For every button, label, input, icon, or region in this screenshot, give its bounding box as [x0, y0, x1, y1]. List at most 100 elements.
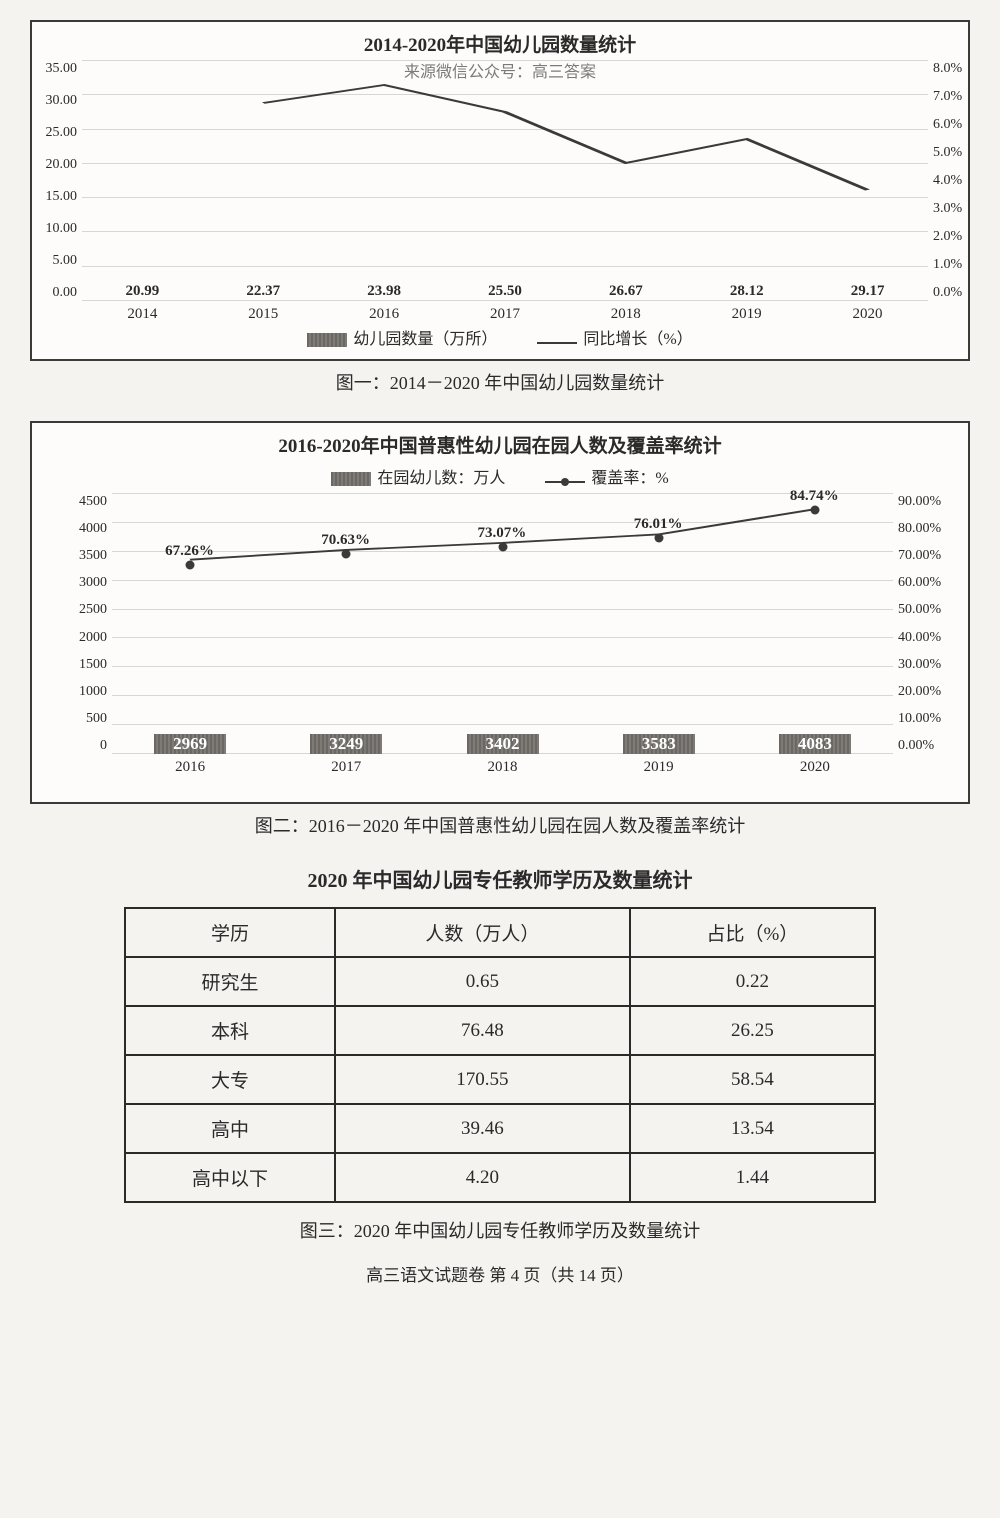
- table-cell: 研究生: [125, 957, 335, 1006]
- bar-slot: 4083: [737, 734, 893, 754]
- chart2-title: 2016-2020年中国普惠性幼儿园在园人数及覆盖率统计: [32, 423, 968, 462]
- y-right-tick: 7.0%: [933, 89, 988, 105]
- chart1-y-axis-left: 0.005.0010.0015.0020.0025.0030.0035.00: [37, 61, 77, 301]
- x-label: 2020: [800, 759, 830, 776]
- y-left-tick: 15.00: [37, 189, 77, 205]
- y-left-tick: 10.00: [37, 221, 77, 237]
- bar-value-label: 28.12: [730, 283, 764, 300]
- table-cell: 26.25: [630, 1006, 875, 1055]
- line-marker: [810, 506, 819, 515]
- x-label: 2017: [490, 306, 520, 323]
- y-left-tick: 25.00: [37, 125, 77, 141]
- y-right-tick: 5.0%: [933, 145, 988, 161]
- x-label: 2017: [331, 759, 361, 776]
- line-value-label: 73.07%: [478, 525, 527, 542]
- line-value-label: 84.74%: [790, 488, 839, 505]
- chart1-bars: 20.9922.3723.9825.5026.6728.1229.17: [82, 61, 928, 301]
- bar-slot: 3249: [268, 734, 424, 754]
- table-header-cell: 占比（%）: [630, 908, 875, 957]
- y-right-tick: 3.0%: [933, 201, 988, 217]
- chart1-y-axis-right: 0.0%1.0%2.0%3.0%4.0%5.0%6.0%7.0%8.0%: [933, 61, 988, 301]
- y-right-tick: 70.00%: [898, 548, 953, 564]
- y-left-tick: 1500: [67, 657, 107, 673]
- y-right-tick: 50.00%: [898, 602, 953, 618]
- table3-heading: 2020 年中国幼儿园专任教师学历及数量统计: [30, 864, 970, 893]
- line-value-label: 67.26%: [165, 543, 214, 560]
- chart2-y-axis-left: 050010001500200025003000350040004500: [67, 494, 107, 754]
- bar: 4083: [779, 734, 851, 754]
- line-value-label: 70.63%: [321, 532, 370, 549]
- y-left-tick: 35.00: [37, 61, 77, 77]
- table-cell: 76.48: [335, 1006, 630, 1055]
- y-right-tick: 8.0%: [933, 61, 988, 77]
- y-right-tick: 20.00%: [898, 684, 953, 700]
- chart2-x-labels: 2016 2017 2018 2019 2020: [112, 759, 893, 776]
- table-cell: 4.20: [335, 1153, 630, 1202]
- table-row: 高中以下4.201.44: [125, 1153, 875, 1202]
- table-row: 本科76.4826.25: [125, 1006, 875, 1055]
- x-label: 2018: [611, 306, 641, 323]
- table-cell: 高中: [125, 1104, 335, 1153]
- table-row: 研究生0.650.22: [125, 957, 875, 1006]
- bar: 3402: [467, 734, 539, 754]
- bar-value-label: 25.50: [488, 283, 522, 300]
- y-right-tick: 4.0%: [933, 173, 988, 189]
- table-cell: 大专: [125, 1055, 335, 1104]
- x-label: 2018: [487, 759, 517, 776]
- chart2-y-axis-right: 0.00%10.00%20.00%30.00%40.00%50.00%60.00…: [898, 494, 953, 754]
- bar-value-label: 4083: [798, 734, 832, 754]
- legend-bar: 在园幼儿数：万人: [331, 464, 505, 488]
- table-cell: 170.55: [335, 1055, 630, 1104]
- bar-swatch-icon: [307, 333, 347, 347]
- bar-swatch-icon: [331, 472, 371, 486]
- bar-value-label: 3583: [642, 734, 676, 754]
- legend-bar: 幼儿园数量（万所）: [307, 325, 497, 349]
- y-right-tick: 1.0%: [933, 257, 988, 273]
- legend-line: 同比增长（%）: [537, 325, 692, 349]
- x-label: 2014: [127, 306, 157, 323]
- x-label: 2016: [369, 306, 399, 323]
- y-left-tick: 0: [67, 738, 107, 754]
- y-right-tick: 30.00%: [898, 657, 953, 673]
- bar: 3249: [310, 734, 382, 754]
- table-header-cell: 人数（万人）: [335, 908, 630, 957]
- table-header-cell: 学历: [125, 908, 335, 957]
- y-right-tick: 0.0%: [933, 285, 988, 301]
- y-left-tick: 500: [67, 711, 107, 727]
- legend-bar-label: 幼儿园数量（万所）: [353, 331, 497, 348]
- table-cell: 13.54: [630, 1104, 875, 1153]
- bar-value-label: 29.17: [851, 283, 885, 300]
- legend-line-label: 同比增长（%）: [583, 331, 692, 348]
- y-left-tick: 0.00: [37, 285, 77, 301]
- y-right-tick: 0.00%: [898, 738, 953, 754]
- y-right-tick: 10.00%: [898, 711, 953, 727]
- table-cell: 高中以下: [125, 1153, 335, 1202]
- line-marker: [654, 533, 663, 542]
- bar-value-label: 22.37: [246, 283, 280, 300]
- y-left-tick: 3500: [67, 548, 107, 564]
- y-right-tick: 2.0%: [933, 229, 988, 245]
- chart1-source-overlay: 来源微信公众号：高三答案: [404, 58, 596, 82]
- legend-line: 覆盖率：%: [545, 464, 668, 488]
- x-label: 2016: [175, 759, 205, 776]
- line-marker: [342, 550, 351, 559]
- chart1-caption: 图一：2014－2020 年中国幼儿园数量统计: [30, 369, 970, 395]
- bar: 2969: [154, 734, 226, 754]
- y-right-tick: 80.00%: [898, 521, 953, 537]
- bar-value-label: 2969: [173, 734, 207, 754]
- chart2-caption: 图二：2016－2020 年中国普惠性幼儿园在园人数及覆盖率统计: [30, 812, 970, 838]
- bar-value-label: 20.99: [126, 283, 160, 300]
- line-swatch-icon: [537, 342, 577, 344]
- y-left-tick: 4500: [67, 494, 107, 510]
- y-left-tick: 2000: [67, 630, 107, 646]
- table-cell: 58.54: [630, 1055, 875, 1104]
- x-label: 2020: [852, 306, 882, 323]
- page-footer: 高三语文试题卷 第 4 页（共 14 页）: [30, 1261, 970, 1286]
- y-left-tick: 5.00: [37, 253, 77, 269]
- bar-value-label: 23.98: [367, 283, 401, 300]
- y-left-tick: 20.00: [37, 157, 77, 173]
- x-label: 2019: [644, 759, 674, 776]
- table-cell: 0.65: [335, 957, 630, 1006]
- table-cell: 本科: [125, 1006, 335, 1055]
- chart1-legend: 幼儿园数量（万所） 同比增长（%）: [32, 321, 968, 359]
